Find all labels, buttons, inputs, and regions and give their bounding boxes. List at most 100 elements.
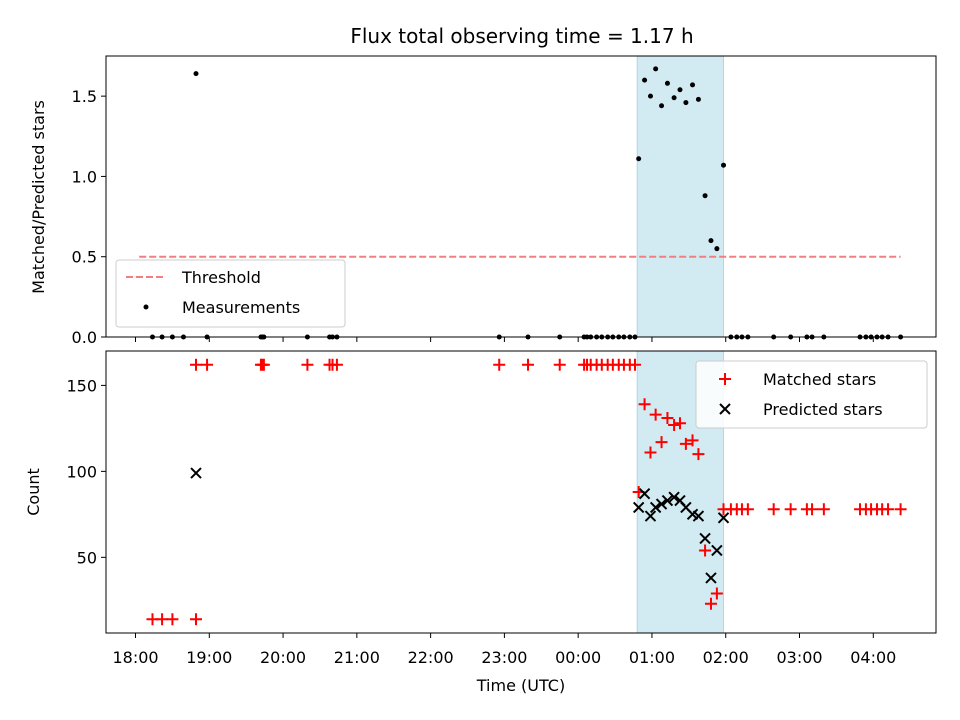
ratio-y-axis: 0.0 0.5 1.0 1.5 [72, 87, 106, 347]
legend-measurement-swatch [143, 304, 149, 310]
matched-star-point [628, 358, 641, 371]
count-panel: 50 100 150 18:00 19:00 20:00 21:00 22:00 23:00 0… [24, 350, 937, 695]
ratio-shaded-interval [636, 55, 725, 338]
ratio-legend-box [115, 259, 346, 328]
measurement-point [671, 95, 677, 101]
matched-star-point [686, 434, 699, 447]
legend-matched-swatch [719, 373, 731, 385]
ratio-panel-frame [105, 55, 937, 338]
measurement-point [653, 66, 659, 72]
matched-star-point [201, 358, 214, 371]
matched-star-point [493, 358, 506, 371]
count-legend: Matched stars Predicted stars [695, 360, 928, 429]
x-tick-label: 04:00 [850, 648, 896, 667]
x-tick-label: 01:00 [629, 648, 675, 667]
ratio-y-tick-label: 0.5 [72, 248, 97, 267]
count-legend-box [695, 360, 928, 429]
x-tick-label: 03:00 [776, 648, 822, 667]
matched-star-point [894, 503, 907, 516]
predicted-star-point [711, 544, 723, 557]
matched-star-point [882, 503, 895, 516]
matched-star-point [257, 358, 270, 371]
count-y-axis: 50 100 150 [66, 376, 106, 567]
matched-star-point [699, 544, 712, 557]
predicted-star-point [638, 488, 651, 500]
matched-star-point [644, 446, 657, 459]
ratio-y-tick-label: 1.0 [72, 167, 97, 186]
ratio-y-tick-label: 0.0 [72, 328, 97, 347]
matched-star-point [817, 503, 830, 516]
count-panel-frame [105, 350, 937, 634]
predicted-star-point [644, 510, 657, 522]
count-y-axis-label: Count [24, 468, 43, 516]
predicted-star-point [699, 532, 711, 545]
predicted-star-point [668, 491, 680, 503]
matched-star-point [661, 412, 674, 425]
matched-star-point [156, 613, 169, 626]
count-x-axis: 18:00 19:00 20:00 21:00 22:00 23:00 00:00 01:00… [112, 633, 896, 667]
matched-star-point [692, 448, 705, 461]
ratio-panel: 0.0 0.5 1.0 1.5 Matched/Predicted stars Thr… [29, 55, 937, 347]
measurement-point [690, 82, 696, 88]
x-axis-label: Time (UTC) [476, 676, 565, 695]
matched-star-point [166, 613, 179, 626]
measurement-point [708, 238, 714, 244]
matched-star-point [655, 436, 668, 449]
matched-star-point [190, 358, 203, 371]
x-tick-label: 18:00 [112, 648, 158, 667]
ratio-y-axis-label: Matched/Predicted stars [29, 100, 48, 294]
matched-star-point [649, 408, 662, 421]
count-y-tick-label: 100 [66, 462, 97, 481]
legend-measurement-label: Measurements [182, 298, 300, 317]
x-tick-label: 23:00 [481, 648, 527, 667]
measurement-point [714, 246, 720, 252]
legend-predicted-swatch [719, 403, 731, 415]
measurement-point [193, 71, 199, 77]
predicted-star-point [705, 572, 717, 584]
predicted-star-points [190, 467, 730, 584]
legend-threshold-label: Threshold [181, 268, 261, 287]
matched-star-point [679, 437, 692, 450]
x-tick-label: 21:00 [334, 648, 380, 667]
x-tick-label: 02:00 [703, 648, 749, 667]
matched-star-point [741, 503, 754, 516]
matched-star-points [146, 358, 907, 626]
legend-matched-label: Matched stars [763, 370, 876, 389]
measurement-point [636, 156, 642, 162]
predicted-star-point [661, 494, 674, 507]
measurement-point [695, 96, 701, 102]
matched-star-point [784, 503, 797, 516]
measurement-point [702, 193, 708, 199]
matched-star-point [668, 418, 681, 431]
measurement-point [647, 93, 653, 99]
ratio-x-ticks [135, 337, 874, 342]
x-tick-label: 00:00 [555, 648, 601, 667]
predicted-star-point [717, 512, 730, 524]
predicted-star-point [632, 501, 645, 514]
measurement-point [721, 162, 727, 168]
predicted-star-point [655, 498, 668, 510]
count-y-tick-label: 50 [77, 548, 97, 567]
matched-star-point [638, 398, 651, 411]
predicted-star-point [649, 501, 662, 514]
measurement-point [683, 100, 689, 106]
ratio-y-tick-label: 1.5 [72, 87, 97, 106]
ratio-legend: Threshold Measurements [115, 259, 346, 328]
matched-star-point [553, 358, 566, 371]
legend-predicted-label: Predicted stars [763, 400, 883, 419]
matched-star-point [710, 587, 723, 600]
matched-star-point [704, 597, 717, 610]
x-tick-label: 19:00 [186, 648, 232, 667]
matched-star-point [673, 417, 686, 430]
matched-star-point [301, 358, 314, 371]
x-tick-label: 22:00 [408, 648, 454, 667]
count-y-tick-label: 150 [66, 376, 97, 395]
matched-star-point [190, 613, 203, 626]
matched-star-point [806, 503, 819, 516]
ratio-shade-rect [636, 55, 725, 338]
predicted-star-point [692, 510, 705, 522]
chart-title: Flux total observing time = 1.17 h [350, 24, 693, 48]
measurement-point [664, 80, 670, 86]
measurement-point [642, 77, 648, 83]
